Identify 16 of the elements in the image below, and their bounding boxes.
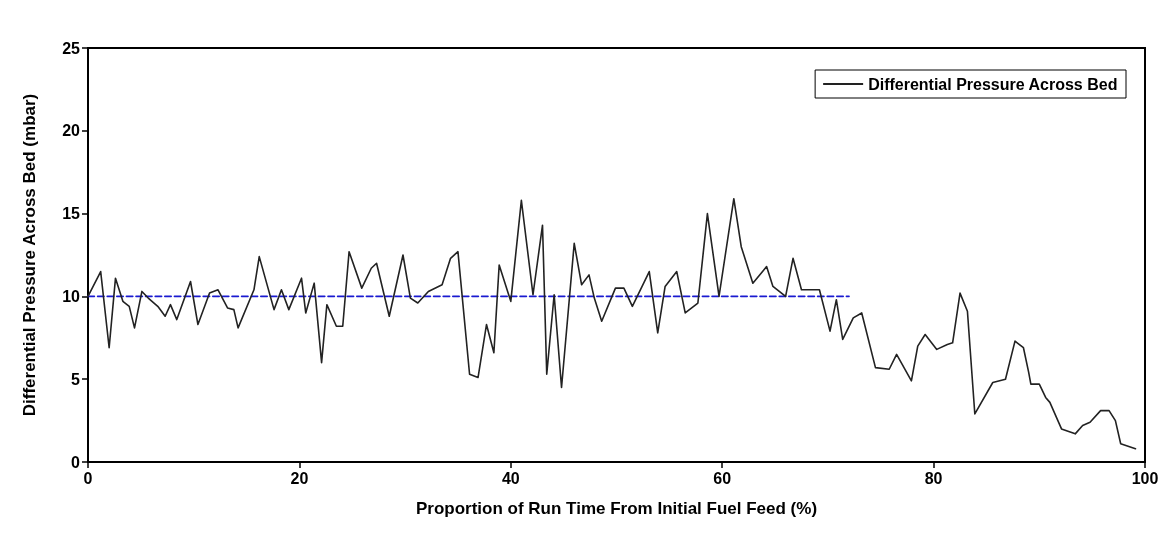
x-tick-label: 60 <box>713 469 732 487</box>
y-tick-label: 20 <box>62 122 81 140</box>
legend-label: Differential Pressure Across Bed <box>868 75 1118 93</box>
y-axis-title: Differential Pressure Across Bed (mbar) <box>20 93 39 417</box>
x-axis-title: Proportion of Run Time From Initial Fuel Feed (%) <box>415 499 818 518</box>
y-tick-label: 15 <box>62 205 81 223</box>
line-series <box>87 197 1137 450</box>
y-tick-label: 5 <box>71 370 81 388</box>
y-tick-label: 0 <box>71 453 81 471</box>
x-tick-label: 40 <box>501 469 520 487</box>
x-tick-label: 80 <box>924 469 943 487</box>
y-tick-label: 10 <box>62 287 81 305</box>
x-tick-label: 0 <box>83 469 93 487</box>
x-tick-label: 20 <box>290 469 309 487</box>
x-tick-label: 100 <box>1131 469 1159 487</box>
y-tick-label: 25 <box>62 39 81 57</box>
